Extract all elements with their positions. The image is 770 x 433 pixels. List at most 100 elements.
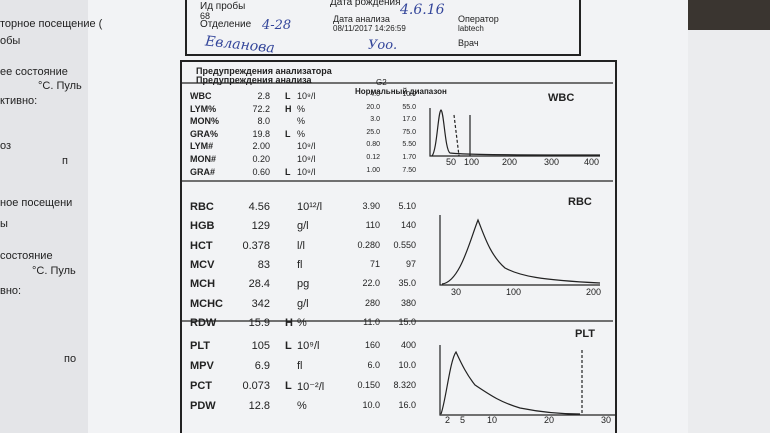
param-name: MON# <box>190 154 217 164</box>
range-low: 4.0 <box>370 91 380 98</box>
param-unit: 10⁹/l <box>297 141 316 152</box>
range-high: 35.0 <box>398 278 416 289</box>
analysis-date-label: Дата анализа <box>333 14 390 24</box>
range-high: 7.50 <box>402 166 416 174</box>
param-value: 12.8 <box>248 400 270 412</box>
param-unit: pg <box>297 278 310 291</box>
param-value: 129 <box>251 220 270 233</box>
warning-analysis: Предупреждения анализа <box>196 75 312 85</box>
param-unit: l/l <box>297 239 305 252</box>
param-name: PCT <box>190 380 212 392</box>
param-value: 4.56 <box>248 201 270 213</box>
left-text: ное посещени <box>0 197 73 209</box>
param-value: 105 <box>251 340 270 352</box>
param-value: 2.8 <box>257 91 270 101</box>
warning-analyzer: Предупреждения анализатора <box>196 66 332 76</box>
normal-range-label: Нормальный диапазон <box>355 87 447 96</box>
left-text: ктивно: <box>0 95 38 107</box>
param-flag: L <box>285 128 291 139</box>
doctor: Уоо. <box>368 38 398 53</box>
range-low: 20.0 <box>366 103 380 111</box>
left-text: °С. Пуль <box>38 80 82 92</box>
range-high: 75.0 <box>402 128 416 136</box>
left-text: ее состояние <box>0 66 68 78</box>
hist-tick-label: 50 <box>446 157 457 167</box>
param-flag: L <box>285 340 292 352</box>
param-name: GRA# <box>190 166 216 177</box>
range-high: 0.550 <box>393 239 416 250</box>
param-flag: H <box>285 103 292 114</box>
param-unit: g/l <box>297 297 309 310</box>
hist-tick-label: 30 <box>451 287 462 297</box>
param-unit: 10⁹/l <box>297 154 316 164</box>
left-text: °С. Пуль <box>32 265 76 277</box>
header-box <box>185 0 581 56</box>
operator-label: Оператор <box>458 14 499 24</box>
left-text: состояние <box>0 250 53 262</box>
range-low: 0.12 <box>366 154 380 161</box>
param-name: MON% <box>190 116 219 127</box>
range-high: 10.0 <box>398 360 416 370</box>
param-name: MCV <box>190 258 215 271</box>
left-text: по <box>64 353 77 365</box>
dob-value: 4.6.16 <box>400 2 445 18</box>
section-title: WBC <box>548 92 575 104</box>
range-high: 55.0 <box>402 103 416 111</box>
param-value: 72.2 <box>252 103 270 114</box>
left-text: ы <box>0 218 8 230</box>
hist-tick-label: 20 <box>544 415 555 425</box>
hist-tick-label: 300 <box>544 157 560 167</box>
param-name: WBC <box>190 91 212 101</box>
param-unit: % <box>297 103 306 114</box>
param-flag: L <box>285 380 292 392</box>
param-name: LYM# <box>190 141 214 152</box>
range-low: 22.0 <box>362 278 380 289</box>
results-box <box>180 60 617 433</box>
param-value: 2.00 <box>252 141 270 152</box>
hist-tick-label: 5 <box>460 415 466 425</box>
param-unit: fl <box>297 258 303 271</box>
section-title: RBC <box>568 196 592 208</box>
dob-label: Дата рождения <box>330 0 401 8</box>
range-low: 25.0 <box>366 128 380 136</box>
doctor-label: Врач <box>458 38 479 48</box>
param-unit: 10¹²/l <box>297 201 323 213</box>
param-value: 8.0 <box>257 116 270 127</box>
hist-tick-label: 30 <box>601 415 612 425</box>
param-value: 0.20 <box>252 154 270 164</box>
operator: labtech <box>458 24 484 33</box>
param-unit: 10⁹/l <box>297 340 320 352</box>
left-text: обы <box>0 35 21 47</box>
range-low: 0.150 <box>357 380 380 390</box>
param-unit: 10⁹/l <box>297 91 316 101</box>
range-high: 17.0 <box>402 116 416 124</box>
left-text: оз <box>0 140 12 152</box>
section-title: PLT <box>575 328 595 340</box>
range-low: 3.0 <box>370 116 380 124</box>
param-name: MCH <box>190 278 216 291</box>
param-value: 0.60 <box>252 166 270 177</box>
range-low: 1.00 <box>366 166 380 174</box>
param-value: 6.9 <box>254 360 270 372</box>
range-low: 0.80 <box>366 141 380 149</box>
range-high: 1.70 <box>402 154 416 161</box>
range-low: 110 <box>365 220 380 231</box>
hist-tick-label: 10 <box>487 415 498 425</box>
param-unit: % <box>297 116 306 127</box>
param-value: 342 <box>251 297 270 310</box>
param-value: 19.8 <box>252 128 270 139</box>
param-unit: fl <box>297 360 303 372</box>
param-flag: H <box>285 316 293 329</box>
param-unit: % <box>297 128 306 139</box>
range-high: 8.320 <box>393 380 416 390</box>
range-low: 10.0 <box>362 400 380 410</box>
range-low: 280 <box>364 297 380 308</box>
dept-label: Отделение <box>200 19 252 30</box>
param-name: HCT <box>190 239 213 252</box>
param-name: RDW <box>190 316 217 329</box>
range-high: 10.0 <box>402 91 416 98</box>
param-unit: % <box>297 400 307 412</box>
param-name: PLT <box>190 340 210 352</box>
